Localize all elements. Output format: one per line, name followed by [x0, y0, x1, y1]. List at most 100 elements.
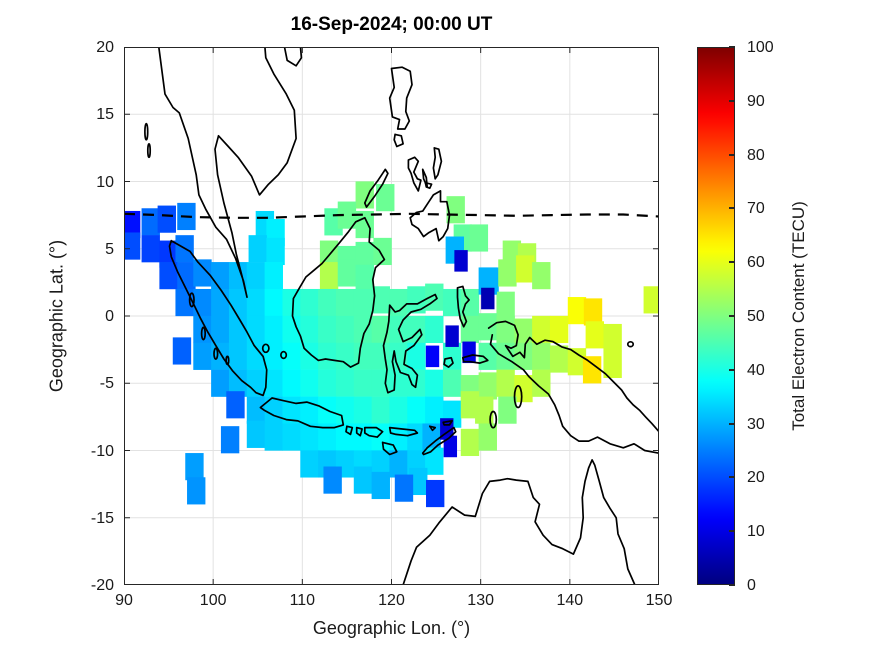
tec-cell: [443, 435, 458, 458]
x-tick-label: 110: [289, 592, 316, 609]
tec-cell: [389, 288, 408, 317]
colorbar-tick-mark: [729, 315, 735, 317]
tec-cell: [228, 315, 248, 344]
tec-cell: [496, 291, 515, 319]
tec-cell: [157, 205, 176, 233]
coastline-new_guinea_north: [487, 320, 659, 433]
tec-cell: [335, 288, 355, 317]
tec-cell: [442, 342, 462, 370]
tec-cell: [475, 396, 494, 424]
tec-cell: [335, 396, 355, 424]
tec-cell: [226, 391, 245, 419]
coastline-sumba: [381, 441, 398, 456]
tec-cell: [211, 369, 230, 397]
y-tick-label: 5: [105, 240, 114, 258]
tec-cell: [478, 372, 497, 400]
tec-cell: [376, 184, 395, 212]
tec-cell: [228, 288, 248, 317]
coastline-sumbawa: [363, 426, 384, 438]
small-island: [225, 355, 230, 366]
y-tick-label: -5: [99, 375, 114, 393]
tec-cell: [211, 262, 230, 290]
tec-cell: [585, 321, 604, 349]
tec-cell: [159, 262, 178, 290]
tec-cell: [193, 288, 212, 317]
tec-cell: [300, 315, 319, 344]
coastline-panay_negros: [407, 156, 422, 192]
tec-cell: [445, 325, 459, 347]
tec-cells-layer: [124, 181, 659, 508]
tec-cell: [228, 369, 248, 397]
y-tick-label: -10: [90, 442, 114, 460]
small-island: [200, 326, 207, 341]
tec-cell: [425, 283, 444, 311]
tec-cell: [266, 237, 285, 266]
tec-cell: [389, 396, 408, 424]
tec-cell: [177, 262, 196, 290]
axes-box: [124, 47, 659, 585]
coastline-luzon: [388, 66, 413, 130]
tec-cell: [264, 423, 283, 451]
tec-cell: [373, 237, 392, 266]
tec-cell: [282, 423, 301, 451]
tec-cell: [264, 288, 283, 317]
coastline-halmahera: [456, 285, 470, 328]
coastline-flores: [388, 426, 419, 437]
coastline-hainan: [283, 47, 303, 67]
tec-cell: [300, 369, 319, 397]
tec-cell: [300, 450, 319, 478]
tec-cell: [567, 348, 587, 376]
tec-cell: [264, 262, 283, 290]
colorbar-tick-label: 30: [747, 415, 765, 433]
x-tick-label: 140: [556, 592, 584, 609]
tec-cell: [446, 196, 465, 224]
tec-cell: [389, 342, 408, 370]
tec-cell: [335, 369, 355, 397]
tec-cell: [567, 297, 587, 325]
coastline-java: [259, 397, 345, 429]
coastline-mindoro: [393, 133, 404, 148]
tec-cell: [498, 396, 517, 424]
tec-cell: [496, 315, 515, 344]
x-tick-label: 120: [378, 592, 405, 609]
tec-cell: [318, 369, 337, 397]
tec-cell: [300, 288, 319, 317]
x-tick-label: 130: [467, 592, 494, 609]
colorbar-tick-label: 10: [747, 523, 765, 541]
coastline-new_guinea_south: [489, 333, 659, 455]
tec-cell: [425, 315, 444, 344]
tec-cell: [407, 286, 426, 314]
small-island: [626, 340, 635, 348]
tec-cell: [353, 423, 373, 451]
tec-cell: [141, 235, 160, 263]
colorbar-tick-label: 20: [747, 469, 765, 487]
tec-cell: [532, 342, 551, 370]
tec-cell: [454, 250, 468, 272]
tec-cell: [187, 477, 206, 505]
coastline-mindanao: [409, 190, 451, 242]
tec-cell: [335, 423, 355, 451]
tec-cell: [300, 423, 319, 451]
tec-cell: [481, 287, 495, 310]
colorbar-tick-mark: [729, 261, 735, 264]
tec-cell: [318, 423, 337, 451]
tec-cell: [353, 288, 373, 317]
tec-cell: [323, 466, 342, 494]
colorbar-tick-mark: [729, 99, 735, 102]
tec-cell: [282, 369, 301, 397]
tec-cell: [389, 450, 408, 478]
tec-cell: [246, 396, 266, 424]
tec-cell: [394, 474, 414, 502]
colorbar-tick-label: 60: [747, 254, 765, 272]
tec-cell: [264, 369, 283, 397]
tec-cell: [124, 232, 141, 260]
coastline-bohol: [424, 181, 433, 190]
tec-cell: [389, 423, 408, 451]
small-island: [188, 292, 195, 308]
small-island: [489, 410, 498, 429]
small-island: [513, 385, 523, 409]
tec-cell: [460, 428, 480, 457]
tec-cell: [371, 471, 390, 500]
tec-cell: [124, 210, 141, 239]
